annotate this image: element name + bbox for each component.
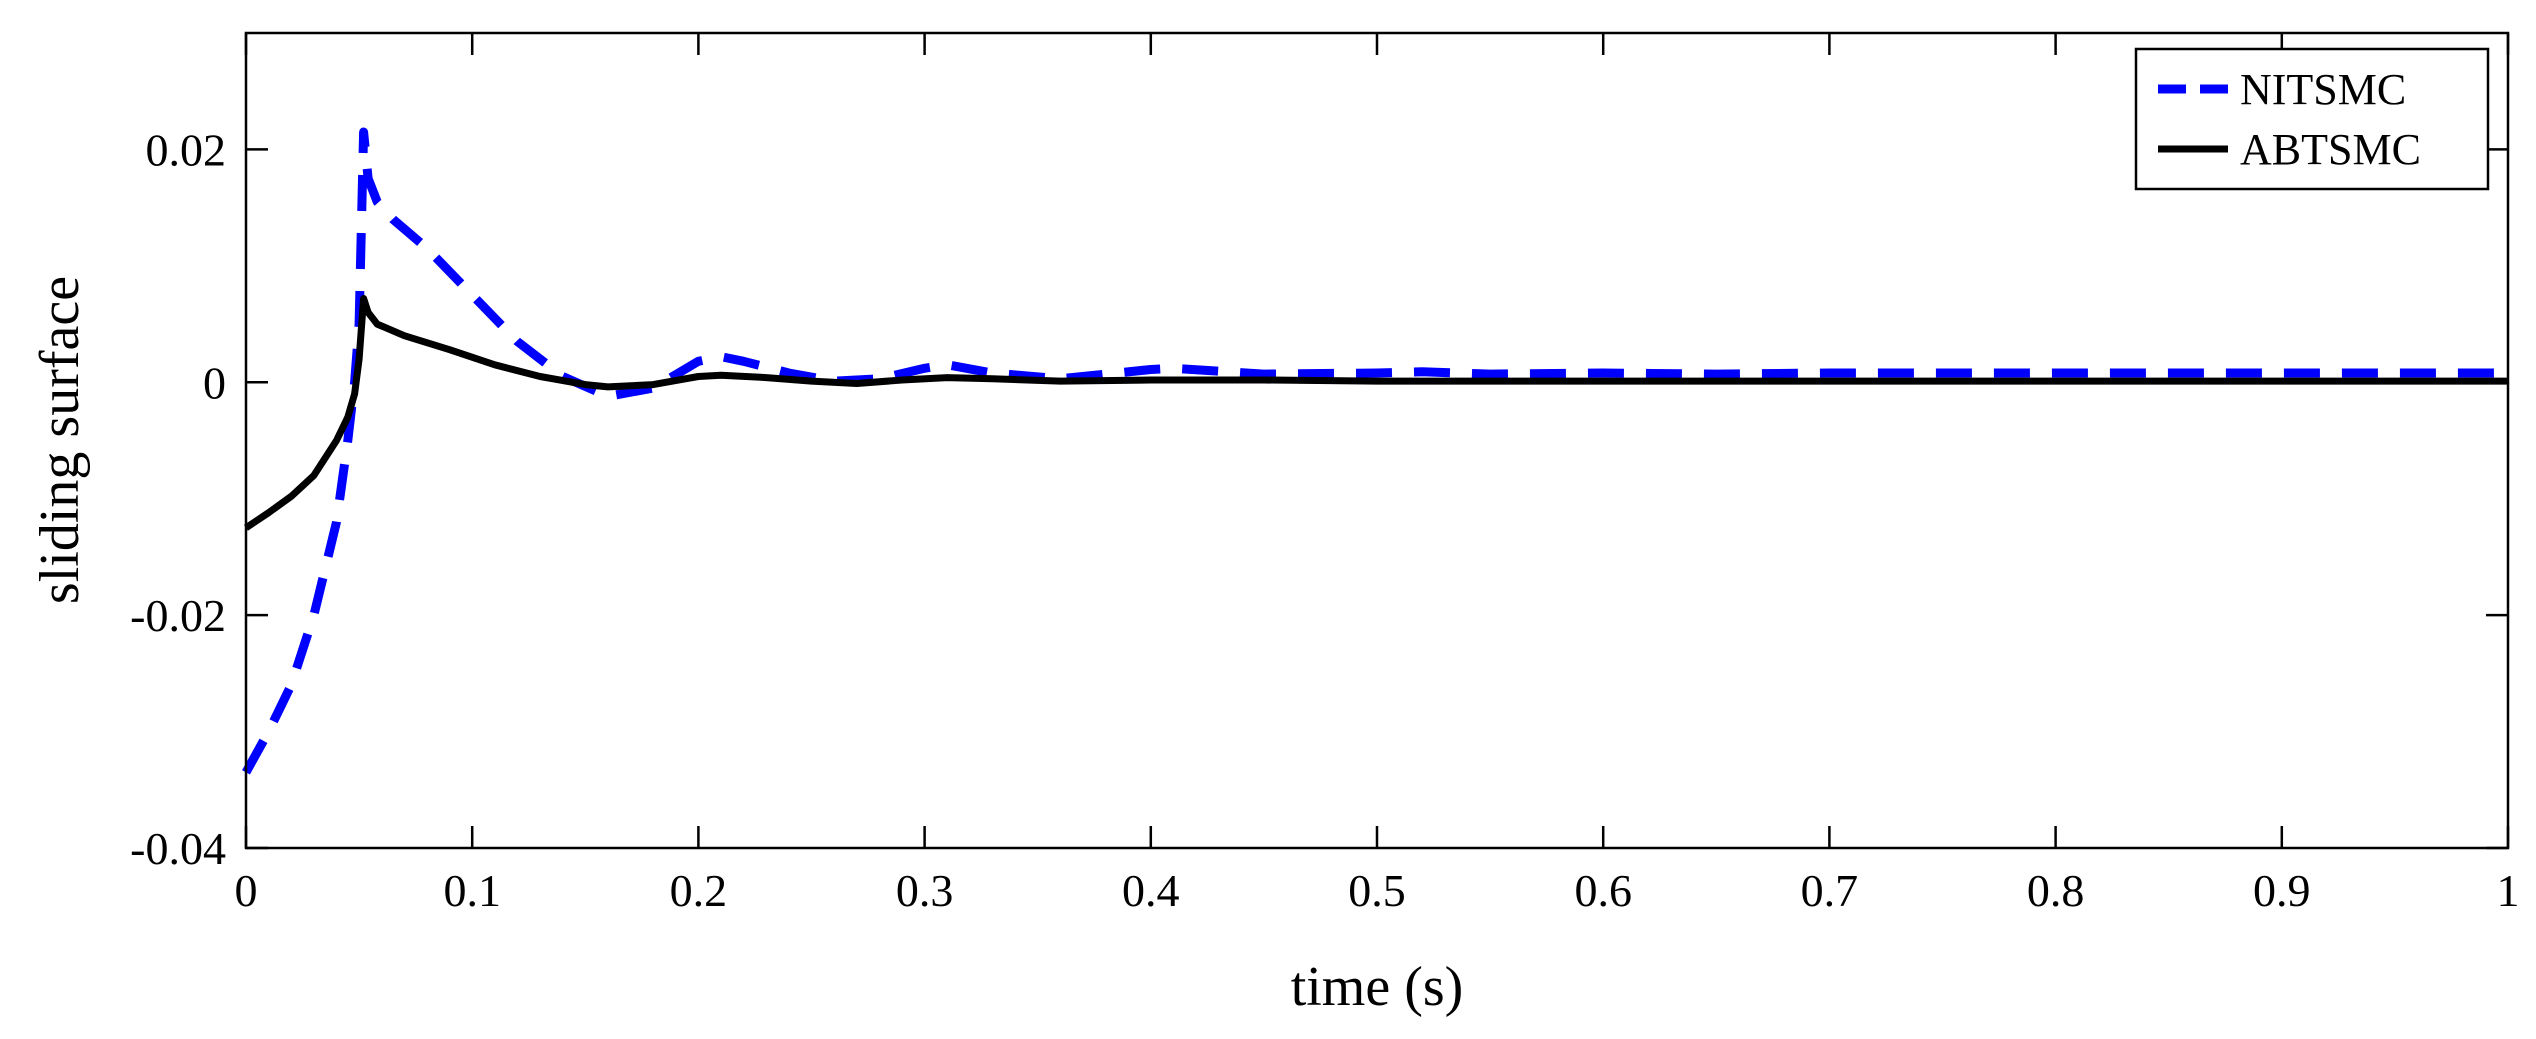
ticks-layer: 0 0.1 0.2 0.3 0.4 0.5 0.6 0.7 0.8 0.9 1 -0.04 -0.02 0… (130, 33, 2520, 916)
x-tick-label: 1 (2497, 865, 2520, 916)
legend-box (2134, 47, 2490, 191)
plot-area (246, 33, 2508, 848)
x-tick-label: 0.7 (1801, 865, 1859, 916)
x-tick-label: 0 (235, 865, 258, 916)
y-tick-label: -0.02 (130, 590, 226, 641)
series-layer (242, 127, 2508, 775)
x-tick-label: 0.5 (1348, 865, 1406, 916)
x-tick-label: 0.3 (896, 865, 954, 916)
y-axis-title: sliding surface (29, 276, 91, 604)
x-tick-label: 0.1 (443, 865, 501, 916)
y-tick-label: -0.04 (130, 823, 226, 874)
x-tick-label: 0.9 (2253, 865, 2311, 916)
x-tick-label: 0.4 (1122, 865, 1180, 916)
y-tick-label: 0 (203, 357, 226, 408)
y-tick-label: 0.02 (146, 124, 227, 175)
legend-label-abtsmc: ABTSMC (2240, 125, 2421, 174)
legend-label-nitsmc: NITSMC (2240, 65, 2406, 114)
series-line-abtsmc (244, 295, 2508, 531)
legend: NITSMC ABTSMC (2134, 47, 2490, 191)
x-tick-label: 0.2 (670, 865, 728, 916)
x-tick-label: 0.8 (2027, 865, 2085, 916)
x-tick-label: 0.6 (1574, 865, 1632, 916)
x-axis-title: time (s) (1291, 956, 1464, 1018)
